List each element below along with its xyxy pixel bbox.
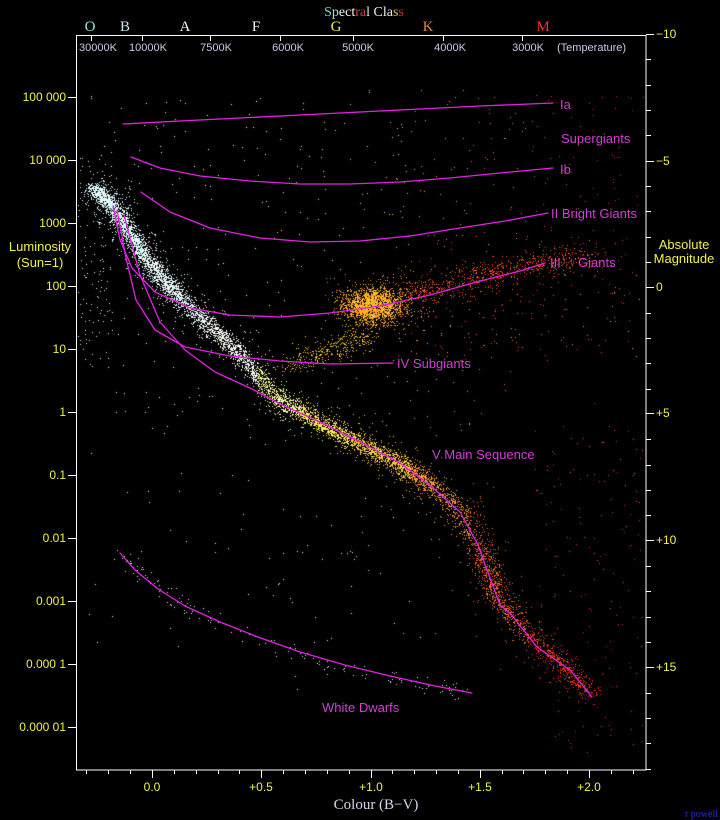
temperature-label: 7500K (200, 42, 232, 54)
left-axis-tick-label: 1 (59, 405, 66, 419)
luminosity-class-curve-III (112, 205, 546, 318)
title-letter: r (355, 5, 360, 20)
temperature-label: 5000K (342, 42, 374, 54)
curve-label: Ia (560, 97, 572, 112)
title-letter: l (383, 5, 387, 20)
right-axis-tick-label: 0 (656, 280, 663, 294)
luminosity-axis-subtitle: (Sun=1) (17, 255, 64, 270)
title-letter: a (360, 5, 367, 20)
curve-label: II Bright Giants (551, 206, 637, 221)
curve-label: IV Subgiants (397, 356, 471, 371)
luminosity-class-curve-Ib (130, 156, 554, 185)
left-axis-tick-label: 100 000 (23, 90, 67, 104)
spectral-class-letter: G (331, 19, 342, 35)
left-axis-tick-label: 1000 (39, 216, 66, 230)
bottom-axis-tick-label: 0.0 (144, 780, 161, 794)
colour-axis-title: Colour (B−V) (334, 797, 419, 813)
title-letter: l (366, 5, 370, 20)
magnitude-axis-subtitle: Magnitude (654, 251, 715, 266)
luminosity-axis-title: Luminosity (9, 239, 72, 254)
luminosity-class-curve-WD (119, 552, 473, 694)
bottom-axis-tick-label: +1.0 (359, 780, 383, 794)
left-axis-tick-label: 0.01 (43, 531, 67, 545)
right-axis-tick-label: −5 (656, 154, 670, 168)
spectral-class-letter: O (85, 19, 96, 35)
curve-label: White Dwarfs (322, 700, 400, 715)
magnitude-axis-title: Absolute (659, 237, 710, 252)
title-letter: c (345, 5, 351, 20)
luminosity-class-curve-II (140, 191, 549, 243)
right-axis-tick-label: +5 (656, 406, 670, 420)
temperature-label: 30000K (79, 42, 118, 54)
luminosity-class-curve-IV (116, 209, 394, 365)
chart-title: Spectral Class (324, 5, 404, 20)
temperature-label: 4000K (434, 42, 466, 54)
left-axis-tick-label: 0.1 (49, 468, 66, 482)
title-letter: S (324, 5, 332, 20)
right-axis-tick-label: −10 (656, 27, 677, 41)
right-axis-tick-label: +10 (656, 533, 677, 547)
luminosity-class-curve-Ia (122, 102, 554, 125)
curve-label: III (550, 255, 561, 270)
bottom-axis-tick-label: +2.0 (577, 780, 601, 794)
curve-label: Ib (560, 162, 571, 177)
luminosity-class-curve-V (123, 214, 593, 698)
title-letter: p (332, 5, 339, 20)
title-letter: a (387, 5, 394, 20)
plot-frame (76, 35, 647, 771)
curve-label: V Main Sequence (432, 447, 535, 462)
spectral-class-letter: B (120, 19, 130, 35)
spectral-class-letter: A (180, 19, 191, 35)
spectral-class-letter: M (536, 19, 549, 35)
bottom-axis-tick-label: +1.5 (468, 780, 492, 794)
left-axis-tick-label: 0.000 1 (26, 657, 66, 671)
left-axis-tick-label: 100 (46, 279, 66, 293)
temperature-label: 10000K (129, 42, 168, 54)
title-letter: s (393, 5, 398, 20)
left-axis-tick-label: 0.001 (36, 594, 66, 608)
curve-label: Giants (578, 255, 616, 270)
signature: r powell (685, 809, 718, 820)
left-axis-tick-label: 10 (53, 342, 67, 356)
left-axis-tick-label: 10 000 (29, 153, 66, 167)
title-letter: C (374, 5, 383, 20)
title-letter: e (339, 5, 345, 20)
right-axis-tick-label: +15 (656, 660, 677, 674)
spectral-class-letter: F (252, 19, 260, 35)
spectral-class-letter: K (423, 19, 434, 35)
curve-label: Supergiants (561, 131, 631, 146)
bottom-axis-tick-label: +0.5 (249, 780, 273, 794)
temperature-label: 6000K (272, 42, 304, 54)
temperature-label: 3000K (512, 42, 544, 54)
title-letter: t (351, 5, 355, 20)
temperature-note: (Temperature) (557, 42, 626, 54)
left-axis-tick-label: 0.000 01 (19, 720, 66, 734)
title-letter: s (398, 5, 403, 20)
